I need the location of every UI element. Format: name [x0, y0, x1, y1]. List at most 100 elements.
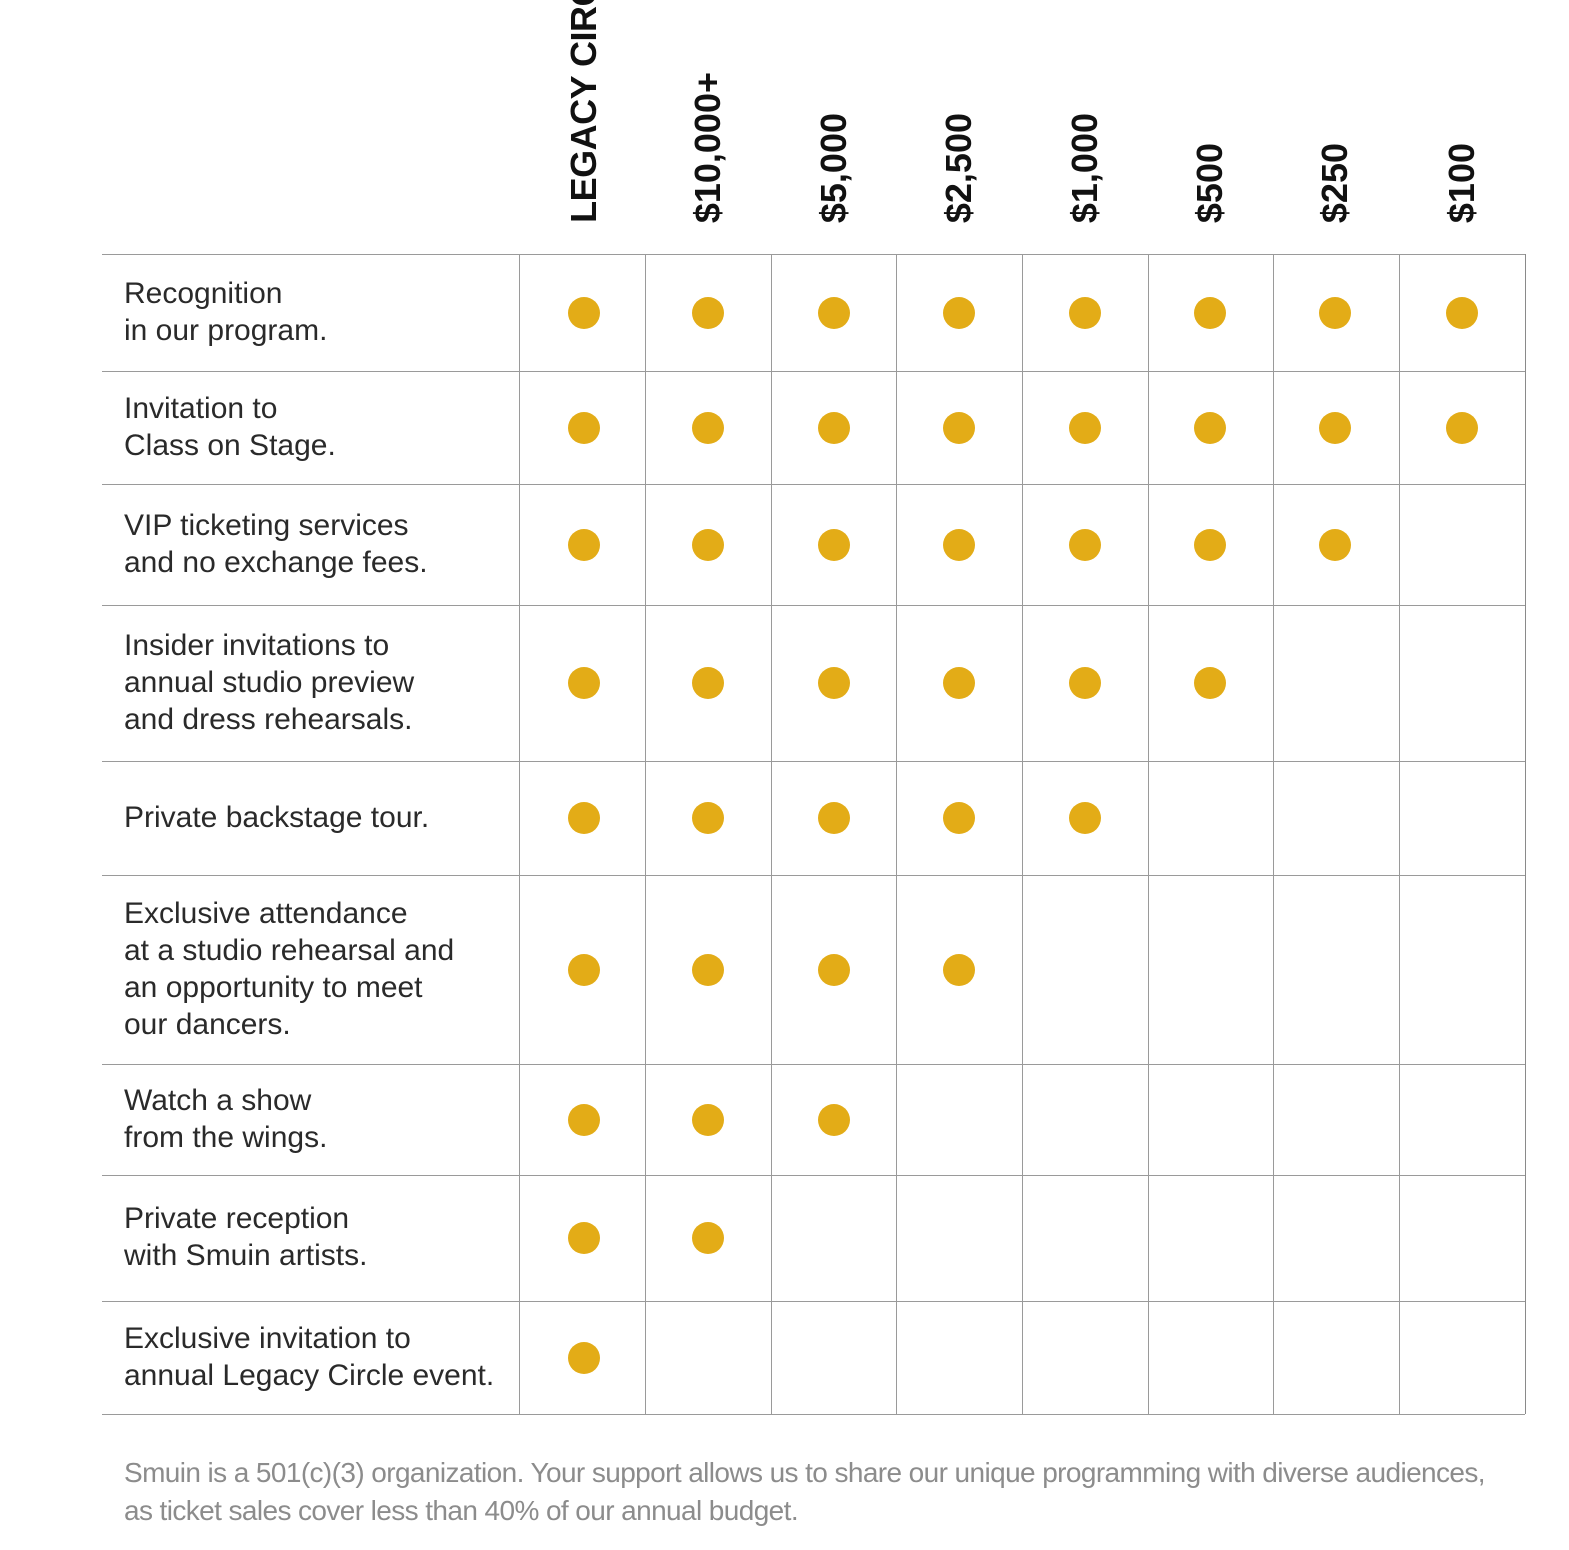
row-divider [102, 761, 1525, 762]
benefit-label: Invitation to Class on Stage. [124, 373, 514, 480]
footnote-line: as ticket sales cover less than 40% of o… [124, 1495, 799, 1526]
footnote: Smuin is a 501(c)(3) organization. Your … [124, 1454, 1524, 1530]
included-dot [1446, 296, 1478, 329]
tier-header: $5,000 [804, 113, 864, 228]
included-dot [818, 802, 850, 834]
benefit-label: Private backstage tour. [124, 763, 514, 871]
tier-header-label: $250 [1314, 142, 1355, 223]
included-dot [1069, 667, 1101, 699]
tier-header-label: $10,000+ [687, 71, 728, 223]
included-dot [568, 411, 600, 444]
included-dot [943, 667, 975, 699]
benefit-label-line: at a studio rehearsal and [124, 933, 455, 967]
row-divider [102, 254, 1525, 255]
included-dot [692, 667, 724, 699]
column-divider [1273, 254, 1274, 1414]
included-dot [943, 411, 975, 444]
included-dot [1069, 528, 1101, 561]
included-dot [1194, 667, 1226, 699]
benefit-label-line: Watch a show [124, 1083, 312, 1117]
tier-header-label: $500 [1189, 142, 1230, 223]
included-dot [818, 1103, 850, 1136]
included-dot [943, 953, 975, 986]
included-dot [1319, 296, 1351, 329]
benefit-label: VIP ticketing services and no exchange fe… [124, 486, 514, 601]
included-dot [943, 528, 975, 561]
benefit-label-line: Class on Stage. [124, 428, 336, 462]
column-divider [771, 254, 772, 1414]
tier-header-label: $1,000 [1064, 112, 1105, 223]
included-dot [1069, 411, 1101, 444]
benefit-label-line: and dress rehearsals. [124, 702, 413, 736]
tier-header: $1,000 [1055, 113, 1115, 228]
benefit-label-line: annual Legacy Circle event. [124, 1358, 495, 1392]
included-dot [568, 953, 600, 986]
included-dot [1069, 296, 1101, 329]
benefit-label: Insider invitations to annual studio prev… [124, 607, 514, 757]
benefit-label-line: VIP ticketing services [124, 508, 409, 542]
included-dot [568, 1341, 600, 1374]
included-dot [692, 802, 724, 834]
column-divider [1022, 254, 1023, 1414]
tier-header: $500 [1180, 143, 1240, 228]
included-dot [943, 296, 975, 329]
benefit-label-line: Exclusive attendance [124, 896, 408, 930]
benefit-label-line: Private reception [124, 1202, 350, 1235]
included-dot [818, 411, 850, 444]
included-dot [818, 296, 850, 329]
included-dot [1194, 411, 1226, 444]
included-dot [692, 1103, 724, 1136]
tier-header-label: $2,500 [938, 112, 979, 223]
included-dot [1319, 528, 1351, 561]
benefit-label-line: Invitation to [124, 391, 278, 425]
included-dot [818, 667, 850, 699]
benefit-label-line: an opportunity to meet [124, 970, 423, 1004]
tier-header: $2,500 [929, 113, 989, 228]
included-dot [1194, 528, 1226, 561]
benefit-label-line: in our program. [124, 313, 328, 347]
column-divider [896, 254, 897, 1414]
included-dot [568, 528, 600, 561]
benefit-label: Exclusive attendance at a studio rehearsa… [124, 877, 514, 1060]
footnote-line: Smuin is a 501(c)(3) organization. Your … [124, 1457, 1486, 1488]
included-dot [1069, 802, 1101, 834]
tier-header-label: $5,000 [813, 112, 854, 223]
benefit-label-line: annual studio preview [124, 665, 415, 699]
included-dot [692, 411, 724, 444]
benefit-label: Recognition in our program. [124, 256, 514, 367]
row-divider [102, 1301, 1525, 1302]
benefit-label: Private reception with Smuin artists. [124, 1177, 514, 1297]
row-divider [102, 371, 1525, 372]
included-dot [943, 802, 975, 834]
tier-header: $250 [1305, 143, 1365, 228]
row-divider [102, 605, 1525, 606]
benefit-label-line: from the wings. [124, 1120, 328, 1154]
included-dot [1446, 411, 1478, 444]
row-divider [102, 1175, 1525, 1176]
included-dot [568, 802, 600, 834]
tier-header-label: $100 [1441, 142, 1482, 223]
benefit-label-line: Private backstage tour. [124, 800, 430, 834]
column-divider [1525, 254, 1526, 1414]
column-divider [645, 254, 646, 1414]
included-dot [568, 296, 600, 329]
included-dot [568, 1103, 600, 1136]
tier-header: LEGACY CIRCLE [554, 0, 614, 228]
included-dot [818, 953, 850, 986]
included-dot [568, 1222, 600, 1254]
included-dot [1194, 296, 1226, 329]
row-divider [102, 484, 1525, 485]
benefit-label-line: Exclusive invitation to [124, 1321, 411, 1355]
tier-header-label: LEGACY CIRCLE [563, 0, 604, 223]
benefit-label: Watch a show from the wings. [124, 1066, 514, 1171]
benefit-label-line: and no exchange fees. [124, 545, 428, 579]
included-dot [692, 953, 724, 986]
row-divider [102, 1064, 1525, 1065]
included-dot [692, 528, 724, 561]
tier-header: $100 [1432, 143, 1492, 228]
included-dot [1319, 411, 1351, 444]
included-dot [818, 528, 850, 561]
included-dot [568, 667, 600, 699]
benefit-label-line: with Smuin artists. [124, 1239, 368, 1272]
